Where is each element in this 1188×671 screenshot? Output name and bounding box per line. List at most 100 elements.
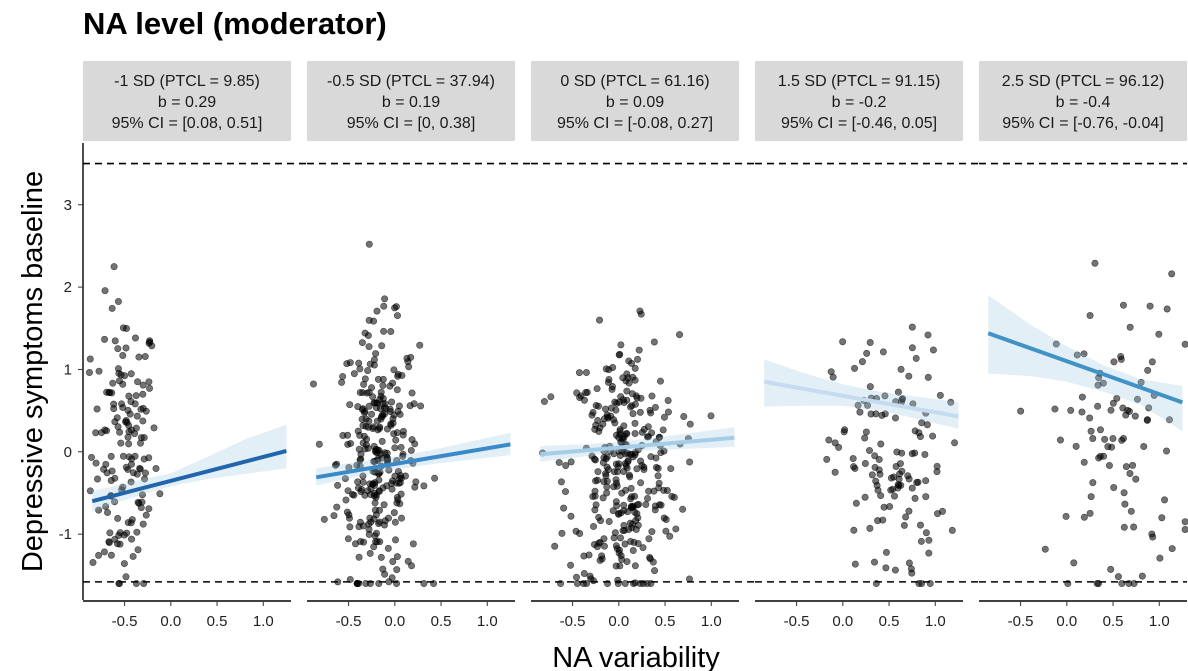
data-point: [125, 440, 133, 448]
data-point: [1078, 393, 1086, 401]
data-point: [128, 516, 136, 524]
data-point: [651, 403, 659, 411]
data-point: [573, 573, 581, 581]
data-point: [617, 534, 625, 542]
facet-panel-3: 0 SD (PTCL = 61.16) b = 0.09 95% CI = [-0.…: [531, 61, 755, 630]
data-point: [102, 460, 110, 468]
data-point: [128, 460, 136, 468]
data-point: [640, 463, 648, 471]
data-point: [1133, 395, 1141, 403]
data-point: [540, 398, 548, 406]
data-point: [391, 444, 399, 452]
data-point: [861, 459, 869, 467]
data-point: [344, 431, 352, 439]
data-point: [623, 558, 631, 566]
data-point: [590, 522, 598, 530]
data-point: [657, 501, 665, 509]
data-point: [412, 478, 420, 486]
data-point: [361, 375, 369, 383]
data-point: [879, 348, 887, 356]
data-point: [354, 427, 362, 435]
data-point: [95, 551, 103, 559]
data-point: [364, 332, 372, 340]
data-point: [377, 553, 385, 561]
data-point: [631, 419, 639, 427]
data-point: [381, 295, 389, 303]
data-point: [1126, 469, 1134, 477]
data-point: [107, 551, 115, 559]
data-point: [132, 424, 140, 432]
data-point: [612, 406, 620, 414]
data-point: [116, 540, 124, 548]
data-point: [394, 407, 402, 415]
data-point: [660, 514, 668, 522]
data-point: [881, 392, 889, 400]
data-point: [362, 422, 370, 430]
data-point: [380, 501, 388, 509]
data-point: [1104, 443, 1112, 451]
data-point: [572, 527, 580, 535]
data-point: [557, 580, 565, 588]
data-point: [1132, 475, 1140, 483]
data-point: [366, 360, 374, 368]
data-point: [839, 338, 847, 346]
data-point: [1155, 330, 1163, 338]
data-point: [129, 552, 137, 560]
data-point: [366, 580, 374, 588]
data-point: [560, 504, 568, 512]
data-point: [1105, 462, 1113, 470]
data-point: [365, 530, 373, 538]
data-point: [874, 517, 882, 525]
data-point: [379, 382, 387, 390]
data-point: [111, 337, 119, 345]
data-point: [1070, 559, 1078, 567]
data-point: [371, 479, 379, 487]
data-point: [119, 380, 127, 388]
data-point: [882, 564, 890, 572]
data-point: [631, 400, 639, 408]
data-point: [933, 468, 941, 476]
y-tick-label: 2: [64, 279, 72, 296]
data-point: [609, 364, 617, 372]
data-point: [341, 475, 349, 483]
data-point: [365, 240, 373, 248]
data-point: [633, 394, 641, 402]
data-point: [396, 500, 404, 508]
data-point: [95, 506, 103, 514]
data-point: [376, 405, 384, 413]
data-point: [365, 402, 373, 410]
data-point: [868, 471, 876, 479]
data-point: [594, 476, 602, 484]
data-point: [659, 426, 667, 434]
data-point: [359, 405, 367, 413]
data-point: [1148, 358, 1156, 366]
data-point: [146, 384, 154, 392]
data-point: [629, 410, 637, 418]
data-point: [655, 479, 663, 487]
data-point: [621, 460, 629, 468]
data-point: [344, 535, 352, 543]
data-point: [877, 440, 885, 448]
data-point: [631, 449, 639, 457]
data-point: [1093, 580, 1101, 588]
data-point: [1122, 463, 1130, 471]
data-point: [676, 331, 684, 339]
data-point: [912, 354, 920, 362]
data-point: [625, 526, 633, 534]
data-point: [105, 388, 113, 396]
data-point: [686, 420, 694, 428]
data-point: [397, 490, 405, 498]
data-point: [567, 561, 575, 569]
data-point: [330, 512, 338, 520]
data-point: [1130, 523, 1138, 531]
data-point: [852, 499, 860, 507]
data-point: [600, 542, 608, 550]
data-point: [908, 323, 916, 331]
data-point: [1181, 340, 1188, 348]
confidence-band: [92, 424, 287, 512]
y-tick-label: 1: [64, 361, 72, 378]
data-point: [588, 452, 596, 460]
data-point: [615, 351, 623, 359]
data-point: [891, 414, 899, 422]
data-point: [365, 316, 373, 324]
